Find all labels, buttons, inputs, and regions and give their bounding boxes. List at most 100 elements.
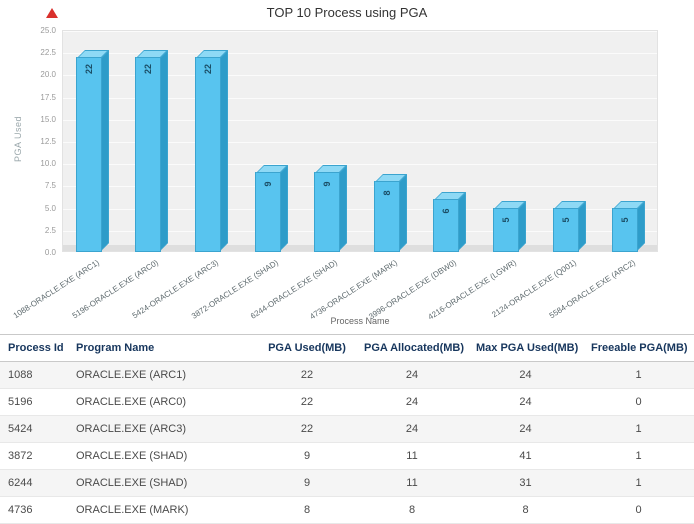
bar: 22 — [195, 49, 228, 252]
freeable-pga-cell: 1 — [583, 415, 694, 443]
process-id-cell: 3872 — [0, 442, 68, 470]
column-header: Process Id — [0, 334, 68, 362]
pga-allocated-cell: 11 — [356, 469, 468, 497]
pga-bar-chart: TOP 10 Process using PGA PGA Used Proces… — [11, 5, 658, 326]
process-id-cell: 5424 — [0, 415, 68, 443]
bar-side-face — [577, 200, 586, 251]
max-pga-used-cell: 24 — [468, 361, 583, 389]
y-tick-label: 20.0 — [40, 70, 56, 80]
bar-side-face — [220, 49, 228, 251]
bar-side-face — [637, 200, 646, 251]
pga-used-cell: 22 — [258, 388, 356, 416]
max-pga-used-cell: 31 — [468, 469, 583, 497]
y-tick-label: 7.5 — [44, 181, 56, 191]
gridline — [63, 186, 657, 188]
program-name-cell: ORACLE.EXE (SHAD) — [68, 442, 258, 470]
pga-used-cell: 8 — [258, 496, 356, 524]
column-header: PGA Allocated(MB) — [356, 334, 468, 362]
program-name-cell: ORACLE.EXE (ARC1) — [68, 361, 258, 389]
bar-value-label: 22 — [203, 63, 213, 74]
y-tick-label: 15.0 — [40, 114, 56, 124]
bar: 22 — [135, 49, 169, 252]
gridline — [63, 31, 657, 32]
bar-value-label: 5 — [620, 217, 631, 223]
pga-used-cell: 9 — [258, 469, 356, 497]
y-tick-label: 5.0 — [44, 203, 56, 213]
freeable-pga-cell: 0 — [583, 496, 694, 524]
freeable-pga-cell: 1 — [583, 469, 694, 497]
gridline — [63, 142, 657, 143]
gridline — [63, 119, 657, 121]
freeable-pga-cell: 1 — [583, 442, 694, 470]
bar-value-label: 22 — [143, 63, 154, 74]
column-header: PGA Used(MB) — [258, 334, 356, 362]
chart-title: TOP 10 Process using PGA — [266, 5, 428, 20]
y-tick-label: 25.0 — [40, 26, 56, 35]
process-id-cell: 1088 — [0, 361, 68, 389]
bar-value-label: 6 — [441, 208, 452, 214]
y-tick-label: 10.0 — [40, 159, 56, 169]
table-row: 5196 ORACLE.EXE (ARC0) 22 24 24 0 — [0, 388, 694, 416]
bar-value-label: 9 — [322, 181, 333, 187]
y-tick-label: 17.5 — [40, 92, 56, 102]
column-header: Freeable PGA(MB) — [583, 334, 694, 362]
pga-data-table: Process Id Program Name PGA Used(MB) PGA Al… — [0, 334, 694, 524]
freeable-pga-cell: 0 — [583, 388, 694, 416]
y-tick-label: 22.5 — [40, 48, 56, 58]
bar: 9 — [314, 165, 348, 252]
process-table: Process Id Program Name PGA Used(MB) PGA Al… — [0, 334, 694, 524]
process-id-cell: 6244 — [0, 469, 68, 497]
pga-used-cell: 22 — [258, 361, 356, 389]
bar: 22 — [75, 49, 109, 252]
gridline — [63, 230, 657, 232]
program-name-cell: ORACLE.EXE (ARC3) — [68, 415, 258, 443]
y-tick-label: 12.5 — [40, 137, 56, 146]
program-name-cell: ORACLE.EXE (ARC0) — [68, 388, 258, 416]
bar-value-label: 22 — [83, 63, 94, 74]
gridline — [63, 75, 657, 77]
alert-triangle-icon — [46, 8, 58, 18]
freeable-pga-cell: 1 — [583, 361, 694, 389]
gridline — [63, 53, 657, 55]
gridline — [63, 208, 657, 210]
bar-side-face — [100, 49, 109, 251]
bar: 9 — [254, 165, 288, 252]
max-pga-used-cell: 41 — [468, 442, 583, 470]
program-name-cell: ORACLE.EXE (MARK) — [68, 496, 258, 524]
x-axis-label: Process Name — [330, 316, 390, 326]
bar: 6 — [433, 191, 467, 252]
pga-allocated-cell: 24 — [356, 361, 468, 389]
y-tick-label: 2.5 — [44, 225, 56, 235]
table-row: 4736 ORACLE.EXE (MARK) 8 8 8 0 — [0, 496, 694, 524]
max-pga-used-cell: 8 — [468, 496, 583, 524]
bar-value-label: 5 — [501, 217, 511, 223]
table-row: 6244 ORACLE.EXE (SHAD) 9 11 31 1 — [0, 469, 694, 497]
process-id-cell: 4736 — [0, 496, 68, 524]
bar: 5 — [493, 200, 526, 252]
table-row: 1088 ORACLE.EXE (ARC1) 22 24 24 1 — [0, 361, 694, 389]
table-row: 5424 ORACLE.EXE (ARC3) 22 24 24 1 — [0, 415, 694, 443]
pga-used-cell: 9 — [258, 442, 356, 470]
bar-value-label: 8 — [381, 190, 392, 196]
pga-used-cell: 22 — [258, 415, 356, 443]
y-tick-label: 0.0 — [44, 248, 56, 257]
column-header: Max PGA Used(MB) — [468, 334, 583, 362]
pga-allocated-cell: 8 — [356, 496, 468, 524]
bar: 8 — [373, 173, 407, 252]
max-pga-used-cell: 24 — [468, 388, 583, 416]
bar: 5 — [612, 200, 646, 252]
bar-value-label: 5 — [560, 217, 571, 223]
gridline — [63, 97, 657, 99]
program-name-cell: ORACLE.EXE (SHAD) — [68, 469, 258, 497]
max-pga-used-cell: 24 — [468, 415, 583, 443]
table-header-row: Process Id Program Name PGA Used(MB) PGA Al… — [0, 334, 694, 362]
bar-side-face — [160, 49, 169, 251]
pga-allocated-cell: 24 — [356, 388, 468, 416]
bar-side-face — [398, 173, 407, 251]
bar-side-face — [339, 165, 348, 251]
chart-floor — [63, 245, 657, 251]
bar: 5 — [552, 200, 586, 252]
bar-side-face — [518, 200, 526, 251]
bar-side-face — [279, 165, 288, 251]
gridline — [63, 164, 657, 166]
